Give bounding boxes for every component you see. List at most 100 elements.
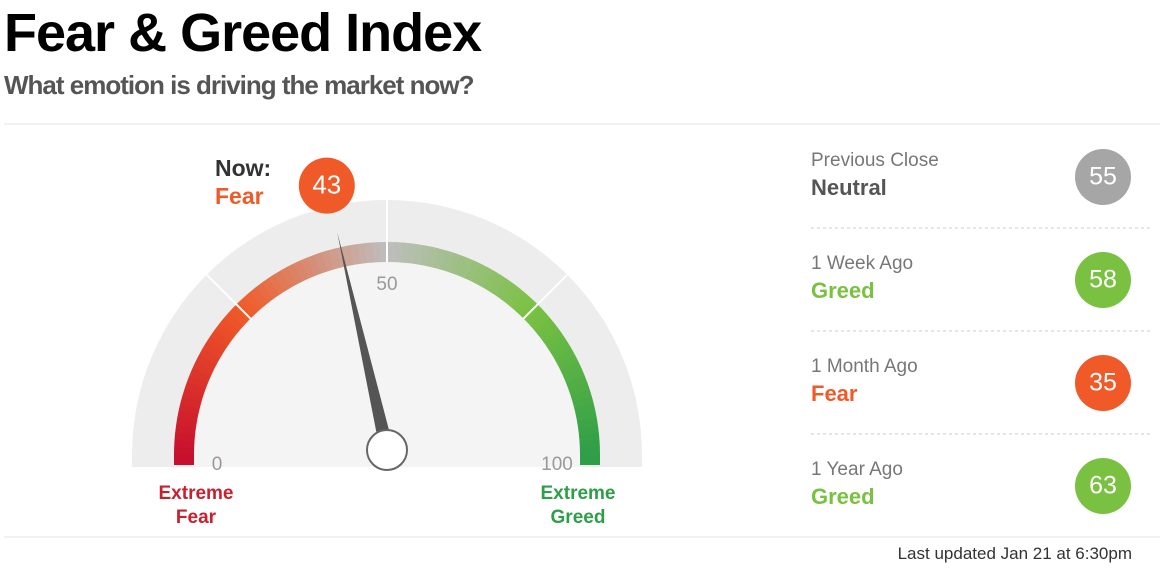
- title: Fear & Greed Index: [4, 3, 482, 63]
- needle-pivot: [366, 429, 408, 471]
- band-segment: [261, 278, 280, 299]
- band-segment: [505, 287, 525, 308]
- band-segment: [219, 317, 240, 337]
- history-rating: Fear: [811, 381, 858, 406]
- band-segment: [195, 354, 217, 371]
- band-segment: [550, 342, 572, 359]
- band-segment: [328, 248, 341, 270]
- band-segment: [350, 244, 361, 265]
- band-end: [174, 455, 194, 465]
- band-segment: [554, 348, 576, 365]
- band-segment: [579, 440, 600, 449]
- band-segment: [407, 243, 418, 264]
- band-segment: [182, 388, 204, 402]
- history-bubble: [1075, 149, 1131, 205]
- band-segment: [198, 348, 221, 365]
- band-segment: [174, 439, 195, 449]
- band-segment: [570, 389, 592, 403]
- band-segment: [379, 242, 388, 263]
- band-segment: [539, 323, 560, 342]
- footer: Last updated Jan 21 at 6:30pm: [897, 544, 1132, 563]
- band-segment: [244, 291, 264, 312]
- band-segment: [174, 432, 196, 442]
- band-segment: [287, 263, 303, 285]
- band-segment: [511, 291, 530, 312]
- history-label: 1 Week Ago: [811, 253, 914, 274]
- band-segment: [560, 361, 582, 377]
- value-bubble: [298, 157, 355, 214]
- band-segment: [357, 243, 368, 264]
- band-segment: [471, 263, 488, 285]
- history-bubble: [1075, 252, 1131, 308]
- band-segment: [293, 260, 309, 282]
- zone-divider: [205, 273, 252, 320]
- tick-label: 50: [376, 274, 397, 295]
- band-segment: [387, 242, 395, 263]
- band-segment: [420, 245, 432, 267]
- band-segment: [557, 355, 579, 371]
- band-segment: [494, 278, 513, 300]
- history-label: Previous Close: [811, 150, 939, 171]
- band-segment: [477, 266, 494, 289]
- history-rating: Neutral: [811, 175, 887, 200]
- history-bubble: [1075, 355, 1131, 411]
- gauge-inner: [194, 262, 580, 467]
- history-label: 1 Year Ago: [811, 459, 903, 480]
- band-segment: [453, 254, 468, 277]
- tick-label: 0: [212, 454, 223, 475]
- history-value: 63: [1089, 472, 1117, 500]
- band-segment: [364, 242, 374, 264]
- band-segment: [427, 246, 439, 268]
- subtitle: What emotion is driving the market now?: [4, 70, 474, 100]
- band-segment: [525, 307, 546, 327]
- history-value: 58: [1089, 266, 1117, 294]
- band-segment: [433, 248, 447, 270]
- band-segment: [568, 382, 590, 396]
- band-segment: [250, 286, 269, 308]
- history-value: 35: [1089, 369, 1117, 397]
- history-bubble: [1075, 458, 1131, 514]
- band-segment: [300, 257, 316, 279]
- band-segment: [547, 335, 568, 354]
- band-segment: [255, 282, 274, 303]
- band-segment: [184, 381, 206, 396]
- band-segment: [175, 424, 196, 435]
- band-segment: [543, 329, 564, 348]
- band-segment: [574, 403, 596, 416]
- band-segment: [459, 257, 474, 279]
- band-segment: [578, 432, 600, 442]
- history-rating: Greed: [811, 278, 875, 303]
- band-segment: [177, 410, 199, 422]
- history-rating: Greed: [811, 484, 875, 509]
- band-segment: [192, 361, 214, 377]
- band-segment: [578, 425, 599, 436]
- band-segment: [202, 341, 224, 359]
- band-segment: [223, 312, 244, 331]
- tick-label: 100: [541, 454, 573, 475]
- band-segment: [228, 306, 249, 326]
- history-label: 1 Month Ago: [811, 356, 918, 377]
- band-segment: [530, 312, 551, 332]
- high-label: Extreme Greed: [540, 483, 616, 528]
- band-segment: [500, 282, 519, 304]
- band-segment: [446, 252, 461, 274]
- needle: [337, 232, 394, 452]
- now-label: Now:: [215, 155, 272, 181]
- history-value: 55: [1089, 163, 1117, 191]
- band-segment: [516, 296, 536, 317]
- band-segment: [189, 368, 211, 383]
- band-segment: [180, 395, 202, 409]
- value-label: 43: [312, 170, 341, 200]
- band-segment: [563, 368, 585, 384]
- band-segment: [465, 260, 481, 282]
- band-segment: [577, 418, 598, 429]
- band-segment: [314, 252, 328, 274]
- band-segment: [372, 242, 381, 263]
- band-segment: [280, 266, 297, 288]
- band-end: [580, 455, 600, 465]
- band-segment: [321, 250, 335, 272]
- band-segment: [572, 396, 594, 409]
- band-segment: [483, 270, 501, 292]
- band-segment: [186, 374, 209, 389]
